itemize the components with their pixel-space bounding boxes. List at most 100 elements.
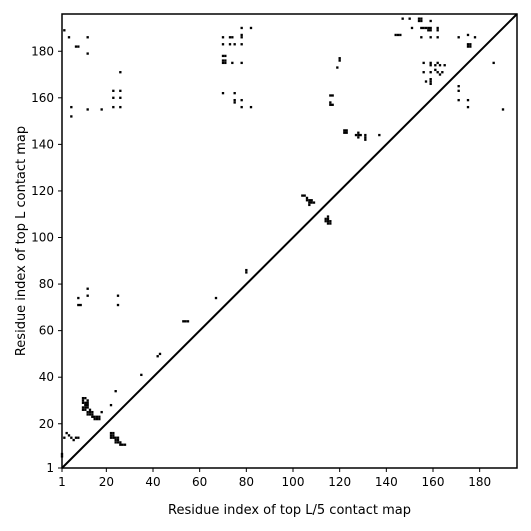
contact-point <box>100 410 103 414</box>
contact-point <box>438 73 442 76</box>
contact-point <box>354 133 358 137</box>
contact-point <box>112 436 115 439</box>
contact-point <box>408 17 411 20</box>
contact-point <box>436 29 439 32</box>
contact-point <box>429 80 432 83</box>
contact-point <box>86 401 89 404</box>
contact-point <box>326 215 330 218</box>
contact-point <box>86 108 89 111</box>
y-tick-label: 60 <box>39 324 54 338</box>
contact-point <box>86 403 89 407</box>
contact-point <box>466 45 470 48</box>
contact-point <box>86 52 89 55</box>
contact-point <box>329 220 332 223</box>
y-axis-label: Residue index of top L contact map <box>14 126 29 356</box>
contact-point <box>112 431 115 435</box>
contact-point <box>417 17 421 20</box>
contact-point <box>84 403 87 407</box>
contact-point <box>343 131 346 134</box>
contact-point <box>114 441 117 444</box>
contact-point <box>224 54 227 58</box>
contact-point <box>109 403 113 407</box>
contact-point <box>98 415 101 418</box>
contact-point <box>364 136 367 139</box>
contact-point <box>240 105 243 109</box>
contact-point <box>429 71 432 74</box>
contact-point <box>84 396 87 400</box>
contact-point <box>357 136 360 139</box>
contact-point <box>436 71 439 74</box>
contact-point <box>116 294 120 297</box>
contact-point <box>81 396 85 400</box>
contact-point <box>443 64 446 67</box>
contact-point <box>326 222 330 225</box>
contact-point <box>473 36 477 39</box>
contact-point <box>420 26 423 30</box>
contact-point <box>422 61 425 65</box>
contact-point <box>469 45 472 48</box>
contact-point <box>438 64 442 67</box>
contact-point <box>417 19 421 23</box>
contact-point <box>184 320 187 323</box>
y-tick-label: 1 <box>46 461 54 475</box>
contact-point <box>109 431 113 435</box>
contact-point <box>95 417 99 421</box>
contact-point <box>77 303 80 307</box>
contact-point <box>338 57 341 60</box>
contact-point <box>329 94 332 97</box>
contact-point <box>116 438 120 442</box>
contact-point <box>116 436 120 439</box>
contact-point <box>86 294 89 297</box>
contact-point <box>305 199 309 202</box>
y-tick-label: 160 <box>31 91 54 105</box>
contact-point <box>436 36 439 39</box>
contact-point <box>233 101 236 104</box>
contact-point <box>394 33 397 37</box>
contact-point <box>63 29 66 32</box>
contact-point <box>119 105 122 109</box>
contact-point <box>233 98 236 102</box>
contact-point <box>324 217 327 221</box>
contact-point <box>240 26 243 30</box>
contact-point <box>119 71 122 74</box>
contact-point <box>81 406 85 409</box>
contact-point <box>91 413 94 416</box>
contact-point <box>95 415 99 418</box>
contact-point <box>70 115 73 118</box>
contact-point <box>308 203 311 207</box>
contact-point <box>91 410 94 414</box>
contact-point <box>74 436 78 439</box>
contact-point <box>399 33 402 37</box>
y-tick-label: 20 <box>39 417 54 431</box>
contact-point <box>396 33 400 37</box>
contact-point <box>116 303 120 307</box>
contact-point <box>72 438 75 442</box>
contact-point <box>249 105 253 109</box>
diagonal-line <box>61 13 518 469</box>
contact-point <box>436 61 439 65</box>
contact-point <box>116 441 120 444</box>
x-tick-label: 180 <box>468 475 491 489</box>
contact-point <box>429 19 432 23</box>
contact-point <box>228 36 232 39</box>
contact-point <box>324 220 327 223</box>
contact-point <box>88 413 92 416</box>
contact-point <box>466 105 470 109</box>
contact-point <box>427 29 430 32</box>
contact-point <box>79 303 82 307</box>
contact-point <box>77 296 80 300</box>
contact-point <box>84 401 87 404</box>
contact-point <box>158 352 162 356</box>
contact-point <box>501 108 505 111</box>
x-axis-ticks: 1 20 40 60 80 100 120 140 160 180 <box>58 468 491 489</box>
contact-point <box>245 271 248 274</box>
contact-point <box>91 415 94 418</box>
contact-point <box>70 436 73 439</box>
contact-point <box>140 373 143 377</box>
contact-point <box>429 82 432 86</box>
contact-point <box>221 61 225 65</box>
contact-point <box>119 96 122 99</box>
contact-point <box>65 431 68 435</box>
x-tick-label: 80 <box>239 475 254 489</box>
